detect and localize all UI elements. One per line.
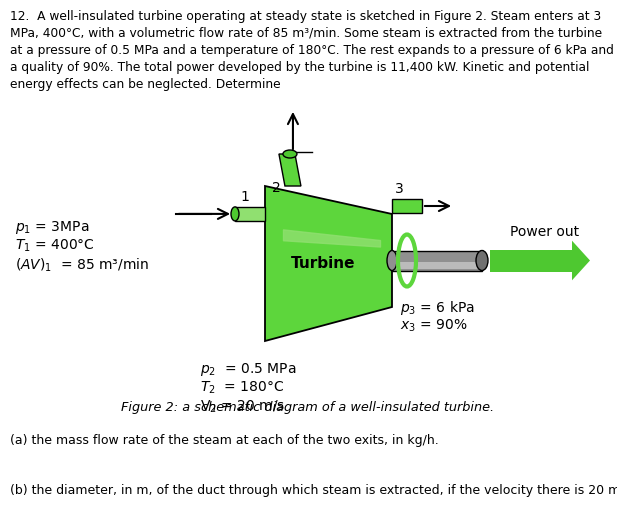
Bar: [392, 251, 482, 270]
Bar: [490, 250, 572, 271]
Polygon shape: [279, 154, 301, 186]
Text: Power out: Power out: [510, 224, 579, 239]
Polygon shape: [265, 186, 392, 341]
Text: $p_3$ = 6 kPa: $p_3$ = 6 kPa: [400, 299, 475, 317]
Text: $T_2$  = 180°C: $T_2$ = 180°C: [200, 380, 284, 396]
Text: 12.  A well-insulated turbine operating at steady state is sketched in Figure 2.: 12. A well-insulated turbine operating a…: [10, 10, 614, 91]
Text: $p_1$ = 3MPa: $p_1$ = 3MPa: [15, 219, 89, 236]
Text: V$_2$ = 20 m/s: V$_2$ = 20 m/s: [200, 399, 286, 415]
Ellipse shape: [231, 207, 239, 221]
Bar: [392, 199, 422, 213]
Text: 2: 2: [272, 181, 281, 195]
Text: $p_2$  = 0.5 MPa: $p_2$ = 0.5 MPa: [200, 361, 296, 378]
Polygon shape: [572, 241, 590, 280]
Bar: [394, 261, 480, 269]
Bar: [235, 207, 265, 221]
Text: (a) the mass flow rate of the steam at each of the two exits, in kg/h.: (a) the mass flow rate of the steam at e…: [10, 434, 439, 447]
Text: 1: 1: [241, 190, 249, 204]
Text: $T_1$ = 400°C: $T_1$ = 400°C: [15, 238, 95, 254]
Text: Figure 2: a schematic diagram of a well-insulated turbine.: Figure 2: a schematic diagram of a well-…: [122, 401, 495, 414]
Ellipse shape: [283, 150, 297, 158]
Ellipse shape: [387, 251, 397, 270]
Text: $(AV)_1$  = 85 m³/min: $(AV)_1$ = 85 m³/min: [15, 257, 149, 275]
Text: 3: 3: [395, 182, 404, 196]
Ellipse shape: [476, 251, 488, 270]
Text: $x_3$ = 90%: $x_3$ = 90%: [400, 318, 468, 334]
Text: Turbine: Turbine: [291, 256, 356, 271]
Text: (b) the diameter, in m, of the duct through which steam is extracted, if the vel: (b) the diameter, in m, of the duct thro…: [10, 484, 617, 497]
